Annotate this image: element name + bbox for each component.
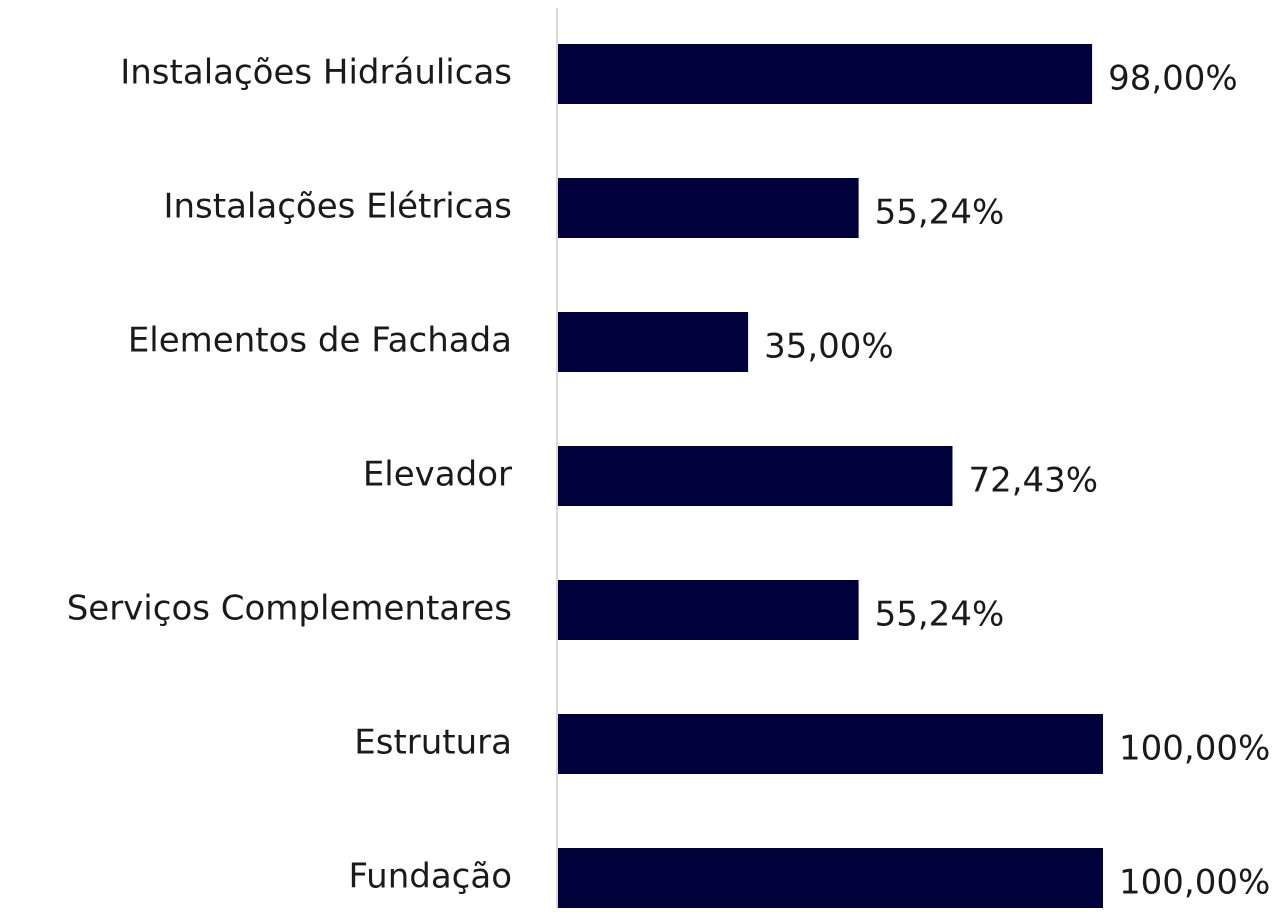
category-label: Instalações Elétricas xyxy=(163,187,512,227)
value-label: 100,00% xyxy=(1119,863,1270,903)
value-label: 35,00% xyxy=(764,327,894,367)
value-label: 98,00% xyxy=(1108,59,1238,99)
category-label: Fundação xyxy=(348,857,512,897)
bar xyxy=(558,580,859,640)
category-label: Elementos de Fachada xyxy=(128,321,512,361)
category-label: Instalações Hidráulicas xyxy=(120,53,512,93)
value-label: 100,00% xyxy=(1119,729,1270,769)
value-label: 55,24% xyxy=(875,193,1005,233)
bar xyxy=(558,44,1093,104)
bar xyxy=(558,446,953,506)
value-label: 72,43% xyxy=(968,461,1098,501)
bar xyxy=(558,312,749,372)
bar xyxy=(558,848,1103,908)
bar xyxy=(558,178,859,238)
value-label: 55,24% xyxy=(875,595,1005,635)
category-label: Estrutura xyxy=(354,723,512,763)
category-label: Elevador xyxy=(363,455,512,495)
bar xyxy=(558,714,1103,774)
category-label: Serviços Complementares xyxy=(67,589,512,629)
